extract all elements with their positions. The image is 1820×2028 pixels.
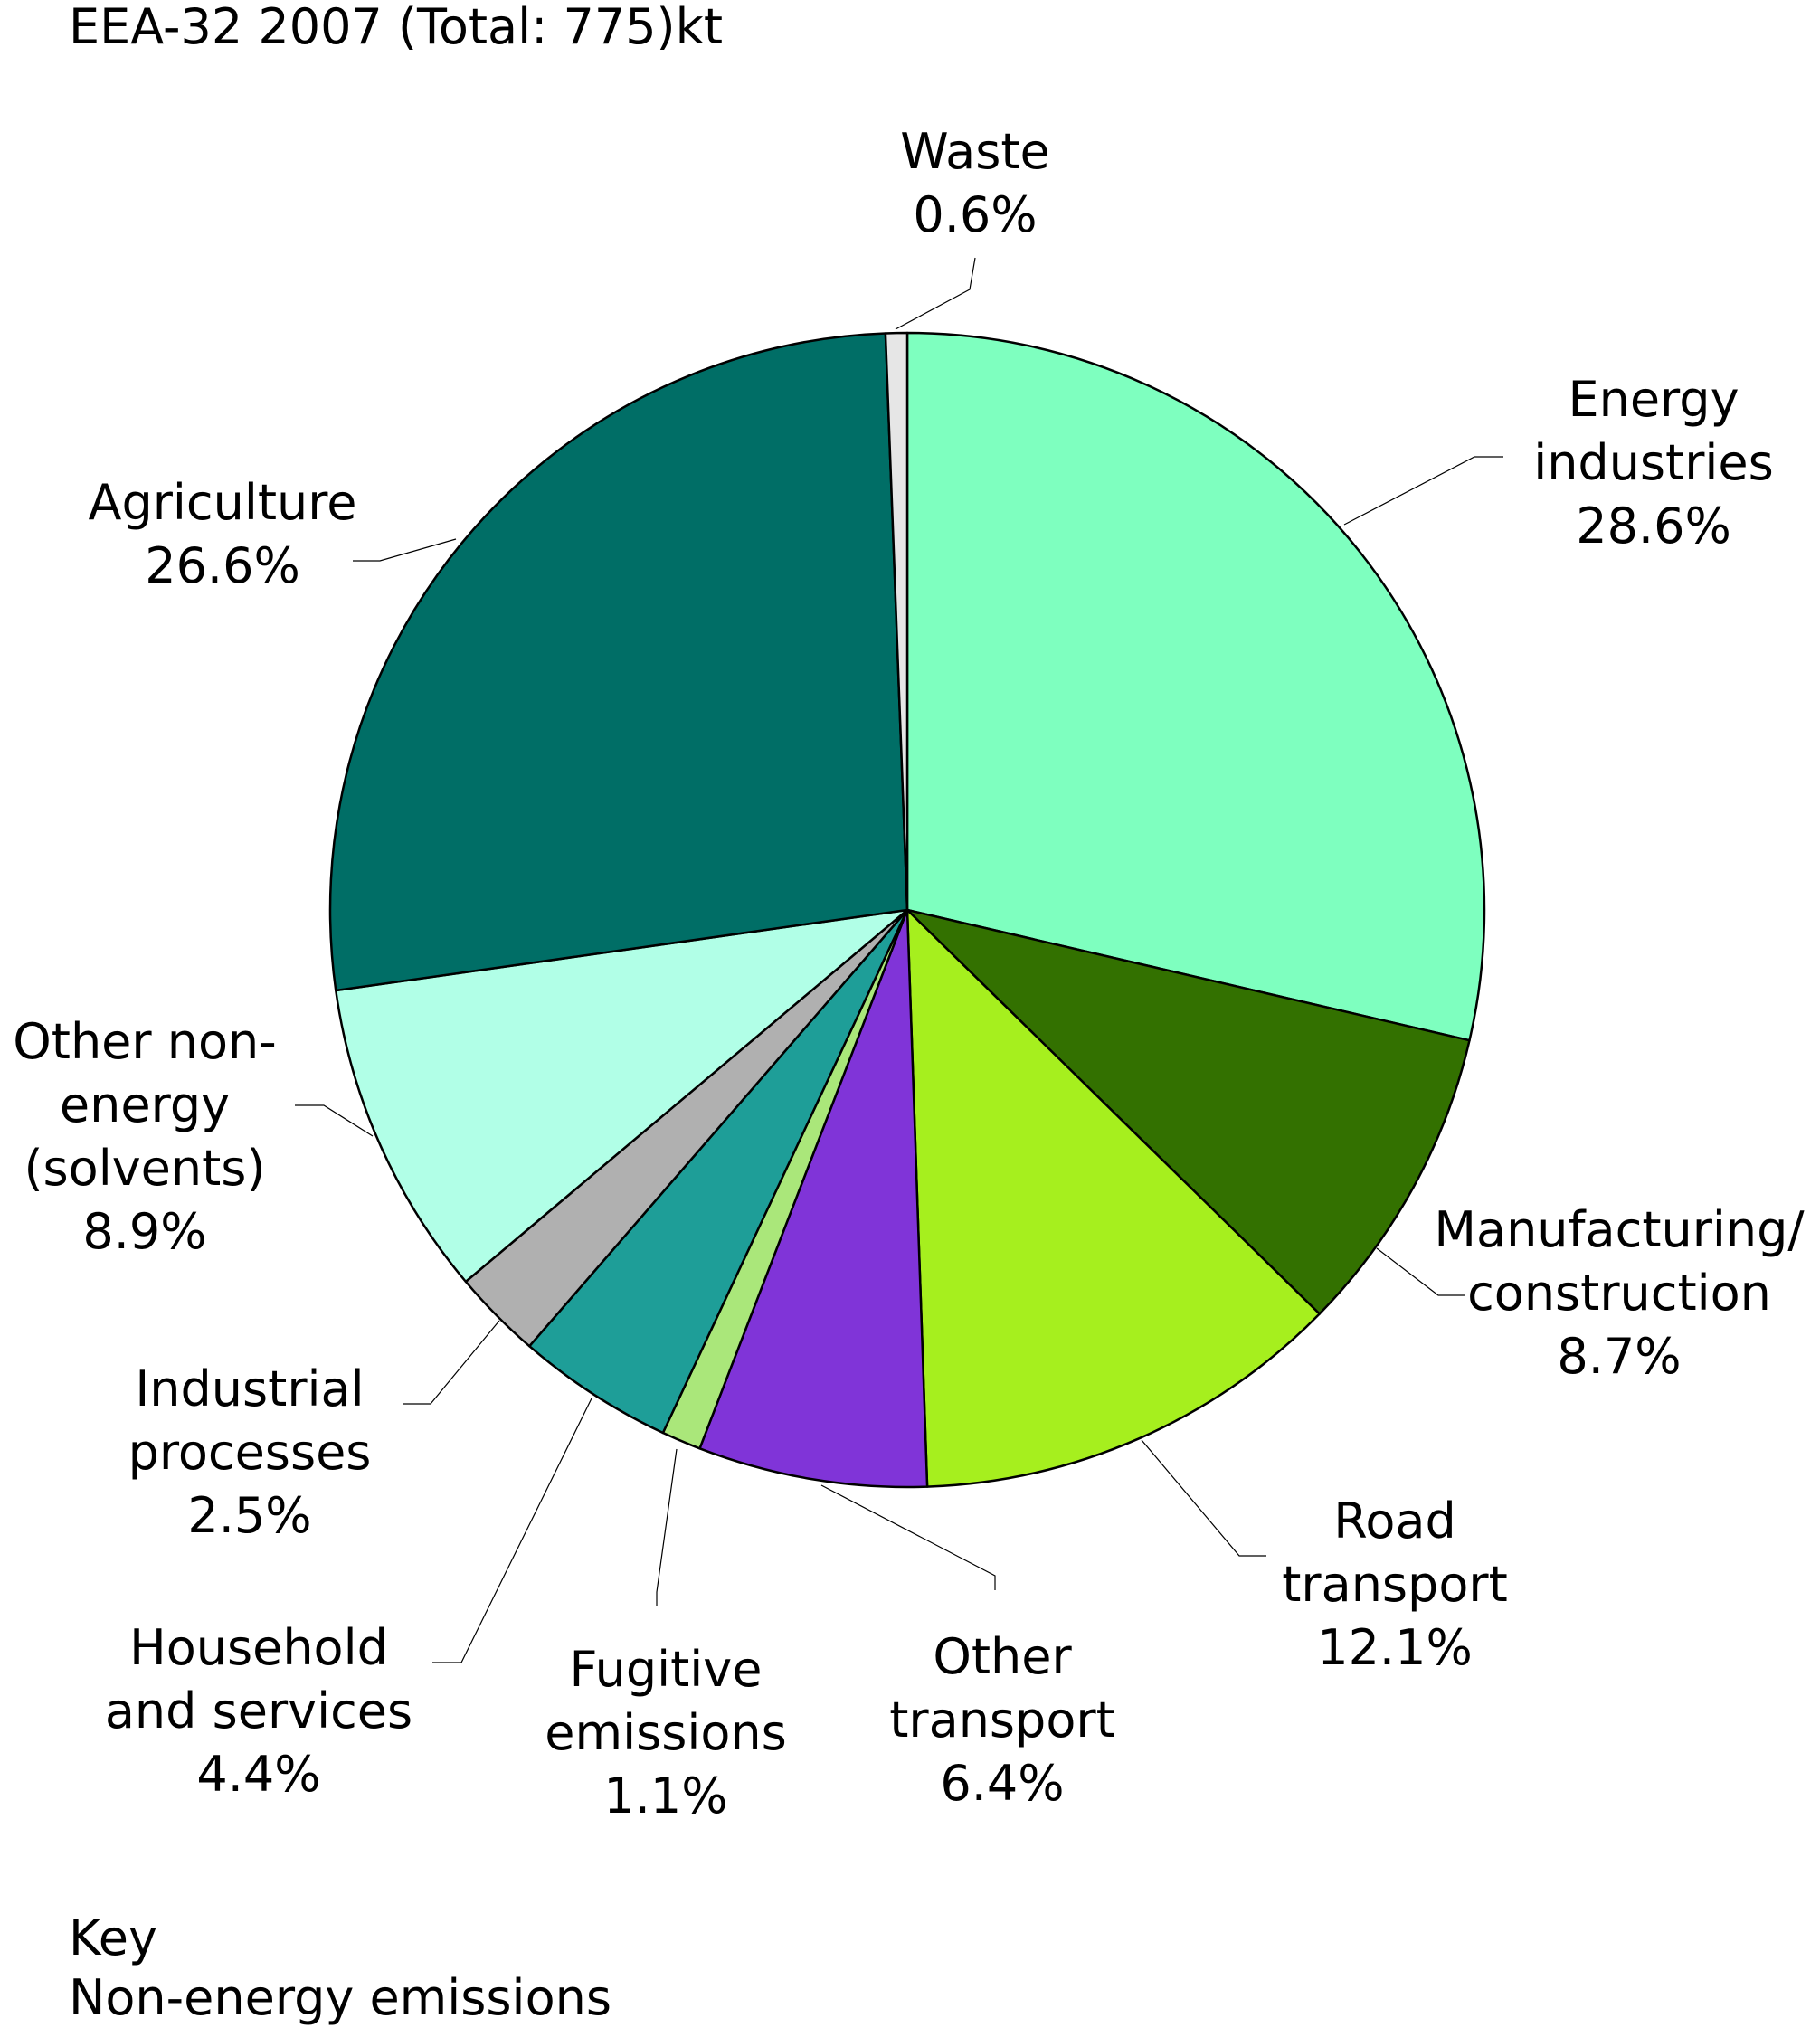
slice-name-label: (solvents)	[24, 1140, 265, 1197]
pie-slice-agriculture	[328, 332, 909, 992]
slice-value-label: 8.9%	[82, 1203, 206, 1260]
slice-labels: Energy industries 28.6% Manufacturing/const…	[13, 123, 1805, 1824]
slice-name-label: Fugitive	[570, 1641, 763, 1698]
leader-line	[820, 1484, 996, 1590]
slice-name-label: Manufacturing/	[1434, 1201, 1805, 1258]
slice-name-label: Road	[1333, 1493, 1456, 1549]
slice-name-label: Energy	[1568, 371, 1739, 428]
leader-line	[403, 1320, 500, 1405]
pie-slice-waste	[884, 331, 909, 912]
slice-value-label: 6.4%	[940, 1755, 1064, 1812]
footer-key: Key	[69, 1910, 157, 1966]
pie-slice-road-transport	[905, 908, 1321, 1488]
slice-value-label: 8.7%	[1557, 1328, 1681, 1385]
slice-value-label: 2.5%	[187, 1487, 311, 1544]
slice-value-label: 28.6%	[1576, 498, 1731, 554]
slice-value-label: 12.1%	[1317, 1619, 1473, 1676]
pie-slice-household-and-services	[528, 908, 909, 1435]
slice-value-label: 26.6%	[145, 537, 300, 594]
slice-name-label: processes	[128, 1424, 372, 1481]
pie-slices	[328, 331, 1486, 1489]
slice-name-label: and services	[105, 1682, 412, 1739]
pie-slice-manufacturing-construction	[905, 908, 1471, 1315]
slice-name-label: transport	[889, 1692, 1115, 1748]
footer-non-energy: Non-energy emissions	[69, 1969, 611, 2026]
leader-line	[1141, 1439, 1266, 1557]
slice-value-label: 0.6%	[913, 186, 1037, 243]
slice-value-label: 1.1%	[603, 1767, 727, 1824]
slice-value-label: 4.4%	[196, 1746, 320, 1803]
leader-line	[656, 1448, 678, 1606]
leader-line	[1343, 456, 1503, 526]
slice-name-label: Household	[129, 1619, 388, 1676]
slice-name-label: transport	[1282, 1556, 1508, 1613]
leader-line	[353, 538, 457, 562]
slice-name-label: industries	[1533, 434, 1774, 491]
pie-slice-other-non-energy-solvents	[334, 908, 909, 1284]
slice-name-label: energy	[60, 1076, 230, 1133]
slice-name-label: construction	[1467, 1265, 1771, 1322]
slice-name-label: emissions	[545, 1704, 787, 1761]
slice-name-label: Waste	[900, 123, 1050, 180]
chart-title: EEA-32 2007 (Total: 775)kt	[69, 0, 724, 55]
slice-name-label: Other non-	[13, 1013, 276, 1070]
leader-line	[432, 1398, 592, 1663]
pie-slice-other-transport	[698, 908, 929, 1489]
leader-line	[295, 1104, 374, 1137]
leader-line	[1376, 1247, 1465, 1296]
leader-line	[895, 257, 976, 330]
slice-name-label: Other	[933, 1628, 1072, 1685]
slice-name-label: Agriculture	[89, 474, 357, 531]
pie-slice-energy-industries	[905, 331, 1486, 1042]
slice-name-label: Industrial	[135, 1360, 364, 1417]
leader-lines	[295, 257, 1503, 1663]
